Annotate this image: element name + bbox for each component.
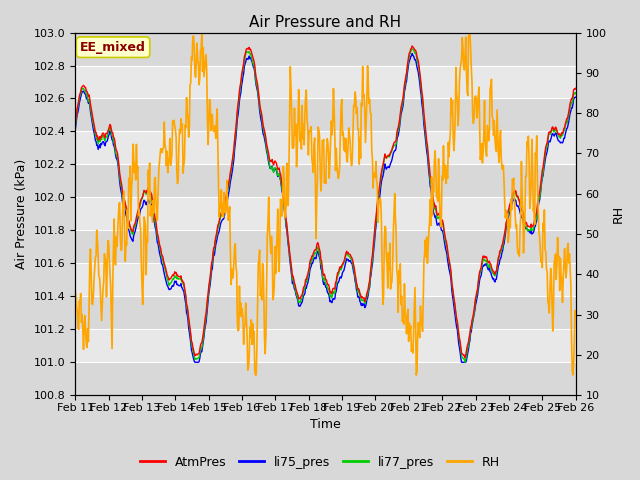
Bar <box>75 197 576 230</box>
Bar <box>75 329 576 362</box>
Bar <box>75 296 576 329</box>
Bar <box>75 98 576 132</box>
Bar <box>75 66 576 98</box>
Legend: AtmPres, li75_pres, li77_pres, RH: AtmPres, li75_pres, li77_pres, RH <box>135 451 505 474</box>
Bar <box>75 33 576 66</box>
Y-axis label: RH: RH <box>612 205 625 223</box>
Bar <box>75 230 576 264</box>
Text: EE_mixed: EE_mixed <box>80 41 146 54</box>
Bar <box>75 264 576 296</box>
Y-axis label: Air Pressure (kPa): Air Pressure (kPa) <box>15 159 28 269</box>
X-axis label: Time: Time <box>310 419 341 432</box>
Bar <box>75 362 576 395</box>
Bar <box>75 165 576 197</box>
Title: Air Pressure and RH: Air Pressure and RH <box>250 15 401 30</box>
Bar <box>75 132 576 165</box>
